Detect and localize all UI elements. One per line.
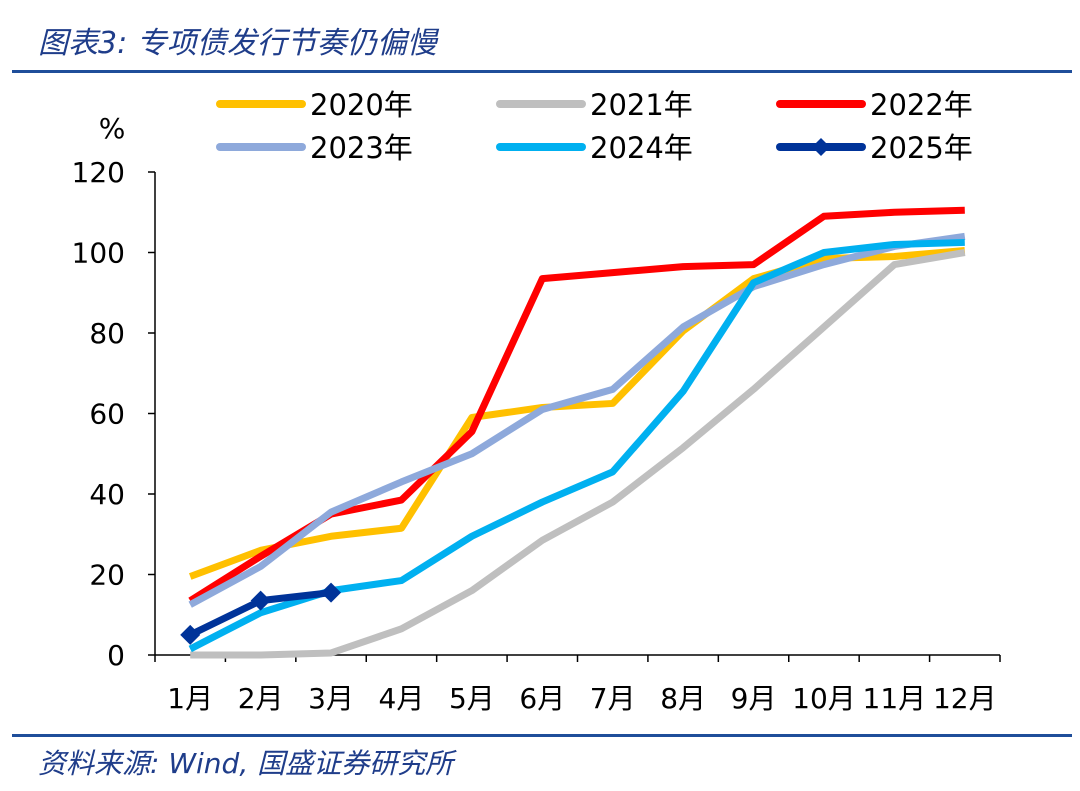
- x-tick-label: 8月: [660, 682, 706, 715]
- legend-label: 2023年: [310, 131, 413, 165]
- y-tick-label: 20: [89, 559, 125, 592]
- legend-label: 2025年: [870, 131, 973, 165]
- y-tick-label: 120: [72, 156, 125, 189]
- x-tick-label: 11月: [863, 682, 927, 715]
- x-tick-label: 9月: [731, 682, 777, 715]
- data-point-marker: [250, 590, 271, 611]
- y-axis-unit: %: [99, 112, 126, 145]
- x-tick-label: 5月: [449, 682, 495, 715]
- y-tick-label: 60: [89, 398, 125, 431]
- y-tick-label: 0: [107, 639, 125, 672]
- legend-marker: [812, 138, 830, 156]
- x-tick-label: 2月: [238, 682, 284, 715]
- x-tick-label: 6月: [519, 682, 565, 715]
- source-note: 资料来源: Wind, 国盛证券研究所: [38, 747, 454, 780]
- legend-label: 2021年: [590, 88, 693, 122]
- x-tick-label: 1月: [167, 682, 213, 715]
- data-point-marker: [180, 624, 201, 645]
- chart-title: 图表3: 专项债发行节奏仍偏慢: [38, 26, 437, 61]
- series-line-2021年: [190, 249, 966, 659]
- y-tick-label: 40: [89, 478, 125, 511]
- title-divider: [12, 70, 1072, 73]
- legend-label: 2022年: [870, 88, 973, 122]
- x-tick-label: 10月: [792, 682, 856, 715]
- x-tick-label: 12月: [933, 682, 997, 715]
- x-tick-label: 4月: [379, 682, 425, 715]
- y-tick-label: 80: [89, 317, 125, 350]
- series-line-2023年: [188, 232, 966, 608]
- x-tick-label: 3月: [308, 682, 354, 715]
- source-divider: [12, 734, 1072, 737]
- legend-label: 2020年: [310, 88, 413, 122]
- data-point-marker: [321, 582, 342, 603]
- y-tick-label: 100: [72, 237, 125, 270]
- legend-label: 2024年: [590, 131, 693, 165]
- x-tick-label: 7月: [590, 682, 636, 715]
